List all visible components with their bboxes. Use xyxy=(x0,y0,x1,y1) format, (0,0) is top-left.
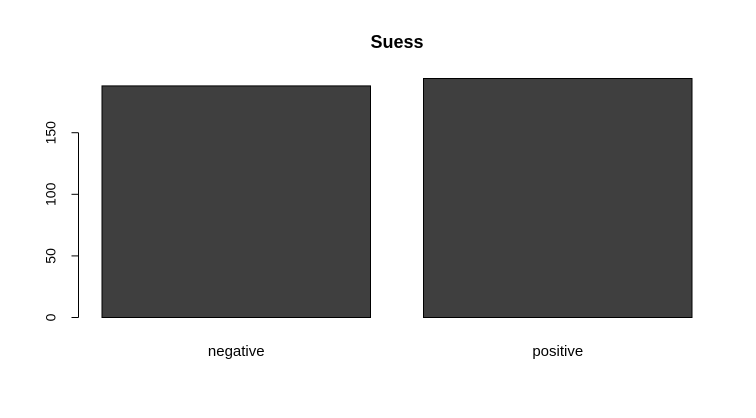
x-tick-label: negative xyxy=(208,343,265,360)
chart-title: Suess xyxy=(370,32,423,52)
bar-positive xyxy=(423,78,693,318)
y-tick-label: 0 xyxy=(43,313,59,321)
y-tick-label: 50 xyxy=(43,248,59,264)
y-tick-label: 150 xyxy=(43,121,59,145)
y-axis: 0 50 100 150 xyxy=(43,121,79,321)
bar-negative xyxy=(101,85,371,318)
y-tick-label: 100 xyxy=(43,182,59,206)
x-axis-labels: negative positive xyxy=(208,343,583,360)
bars xyxy=(101,78,693,318)
x-tick-label: positive xyxy=(532,343,583,360)
